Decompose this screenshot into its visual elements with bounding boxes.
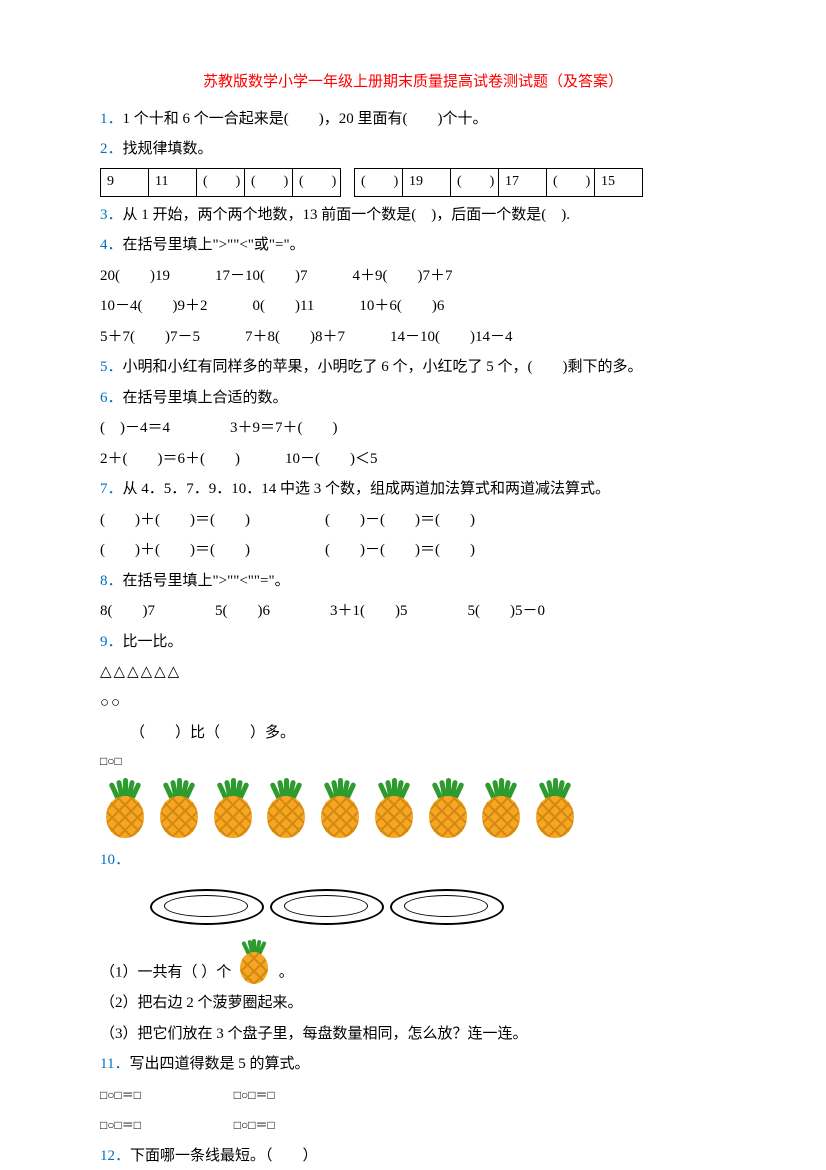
q12: 12．下面哪一条线最短。（ ）: [100, 1142, 726, 1170]
pineapple-icon: [154, 778, 204, 840]
q9-circles: ○○: [100, 689, 726, 718]
q10-num: 10．: [100, 852, 130, 868]
q4-num: 4．: [100, 237, 123, 253]
seq-cell: 11: [149, 168, 197, 196]
plate-icon: [390, 885, 500, 925]
pineapple-small-icon: [235, 939, 275, 987]
q10-s1b: 。: [279, 965, 294, 981]
seq-gap: [341, 168, 355, 196]
q1-num: 1．: [100, 111, 123, 127]
pineapple-icon: [476, 778, 526, 840]
plates-row: [150, 885, 726, 936]
pineapple-icon: [530, 778, 580, 840]
q7: 7．从 4．5．7．9．10．14 中选 3 个数，组成两道加法算式和两道减法算…: [100, 475, 726, 504]
seq-cell: ( ): [293, 168, 341, 196]
q12-text: 下面哪一条线最短。（ ）: [130, 1148, 318, 1164]
q2: 2．找规律填数。: [100, 135, 726, 164]
q11: 11．写出四道得数是 5 的算式。: [100, 1050, 726, 1079]
q10: 10．: [100, 846, 726, 875]
q9: 9．比一比。: [100, 628, 726, 657]
plate-icon: [150, 885, 260, 925]
q7-l2: ( )＋( )＝( ) ( )－( )＝( ): [100, 536, 726, 565]
q7-l1: ( )＋( )＝( ) ( )－( )＝( ): [100, 506, 726, 535]
q11-num: 11．: [100, 1056, 129, 1072]
q9-num: 9．: [100, 634, 123, 650]
q11-eq-row2: □○□＝□ □○□＝□: [100, 1111, 726, 1140]
seq-cell: ( ): [245, 168, 293, 196]
seq-cell: ( ): [197, 168, 245, 196]
q4-l3: 5＋7( )7－5 7＋8( )8＋7 14－10( )14－4: [100, 323, 726, 352]
pineapple-icon: [261, 778, 311, 840]
pineapple-icon: [369, 778, 419, 840]
seq-cell: ( ): [451, 168, 499, 196]
q10-s1a: （1）一共有（ ）个: [100, 965, 231, 981]
q3-num: 3．: [100, 207, 123, 223]
pineapple-icon: [100, 778, 150, 840]
q7-num: 7．: [100, 481, 123, 497]
q4: 4．在括号里填上">""<"或"="。: [100, 231, 726, 260]
q8-text: 在括号里填上">""<""="。: [123, 573, 290, 589]
q7-text: 从 4．5．7．9．10．14 中选 3 个数，组成两道加法算式和两道减法算式。: [123, 481, 611, 497]
q2-table: 9 11 ( ) ( ) ( ) ( ) 19 ( ) 17 ( ) 15: [100, 168, 643, 197]
q9-symbols: □○□: [100, 750, 726, 773]
q4-l1: 20( )19 17－10( )7 4＋9( )7＋7: [100, 262, 726, 291]
q6-num: 6．: [100, 390, 123, 406]
q10-s2: （2）把右边 2 个菠萝圈起来。: [100, 989, 726, 1018]
seq-cell: 19: [403, 168, 451, 196]
page-title: 苏教版数学小学一年级上册期末质量提高试卷测试题（及答案）: [100, 68, 726, 97]
q11-eq-row1: □○□＝□ □○□＝□: [100, 1081, 726, 1110]
q11-eq: □○□＝□: [234, 1114, 364, 1137]
q10-s1: （1）一共有（ ）个 。: [100, 939, 726, 987]
q5-num: 5．: [100, 359, 123, 375]
q9-triangles: △△△△△△: [100, 658, 726, 687]
seq-cell: ( ): [547, 168, 595, 196]
q9-text: 比一比。: [123, 634, 183, 650]
q2-text: 找规律填数。: [123, 141, 213, 157]
q1-text: 1 个十和 6 个一合起来是( )，20 里面有( )个十。: [123, 111, 488, 127]
pineapple-icon: [208, 778, 258, 840]
q4-text: 在括号里填上">""<"或"="。: [123, 237, 305, 253]
pineapple-icon: [315, 778, 365, 840]
q5: 5．小明和小红有同样多的苹果，小明吃了 6 个，小红吃了 5 个，( )剩下的多…: [100, 353, 726, 382]
q10-s3: （3）把它们放在 3 个盘子里，每盘数量相同，怎么放？连一连。: [100, 1020, 726, 1049]
q11-text: 写出四道得数是 5 的算式。: [129, 1056, 309, 1072]
q11-eq: □○□＝□: [100, 1114, 230, 1137]
seq-cell: 17: [499, 168, 547, 196]
q6: 6．在括号里填上合适的数。: [100, 384, 726, 413]
seq-cell: 9: [101, 168, 149, 196]
q1: 1．1 个十和 6 个一合起来是( )，20 里面有( )个十。: [100, 105, 726, 134]
pineapple-icon: [423, 778, 473, 840]
q8: 8．在括号里填上">""<""="。: [100, 567, 726, 596]
q6-text: 在括号里填上合适的数。: [123, 390, 288, 406]
q3: 3．从 1 开始，两个两个地数，13 前面一个数是( )，后面一个数是( ).: [100, 201, 726, 230]
q8-l1: 8( )7 5( )6 3＋1( )5 5( )5－0: [100, 597, 726, 626]
q11-eq: □○□＝□: [234, 1084, 364, 1107]
q2-num: 2．: [100, 141, 123, 157]
seq-cell: 15: [595, 168, 643, 196]
q6-l2: 2＋( )＝6＋( ) 10－( )＜5: [100, 445, 726, 474]
q8-num: 8．: [100, 573, 123, 589]
q12-num: 12．: [100, 1148, 130, 1164]
seq-cell: ( ): [355, 168, 403, 196]
q9-compare: （ ）比（ ）多。: [130, 719, 726, 748]
q4-l2: 10－4( )9＋2 0( )11 10＋6( )6: [100, 292, 726, 321]
q3-text: 从 1 开始，两个两个地数，13 前面一个数是( )，后面一个数是( ).: [123, 207, 570, 223]
pineapple-row: [100, 778, 726, 840]
q5-text: 小明和小红有同样多的苹果，小明吃了 6 个，小红吃了 5 个，( )剩下的多。: [123, 359, 643, 375]
q11-eq: □○□＝□: [100, 1084, 230, 1107]
q6-l1: ( )－4＝4 3＋9＝7＋( ): [100, 414, 726, 443]
plate-icon: [270, 885, 380, 925]
